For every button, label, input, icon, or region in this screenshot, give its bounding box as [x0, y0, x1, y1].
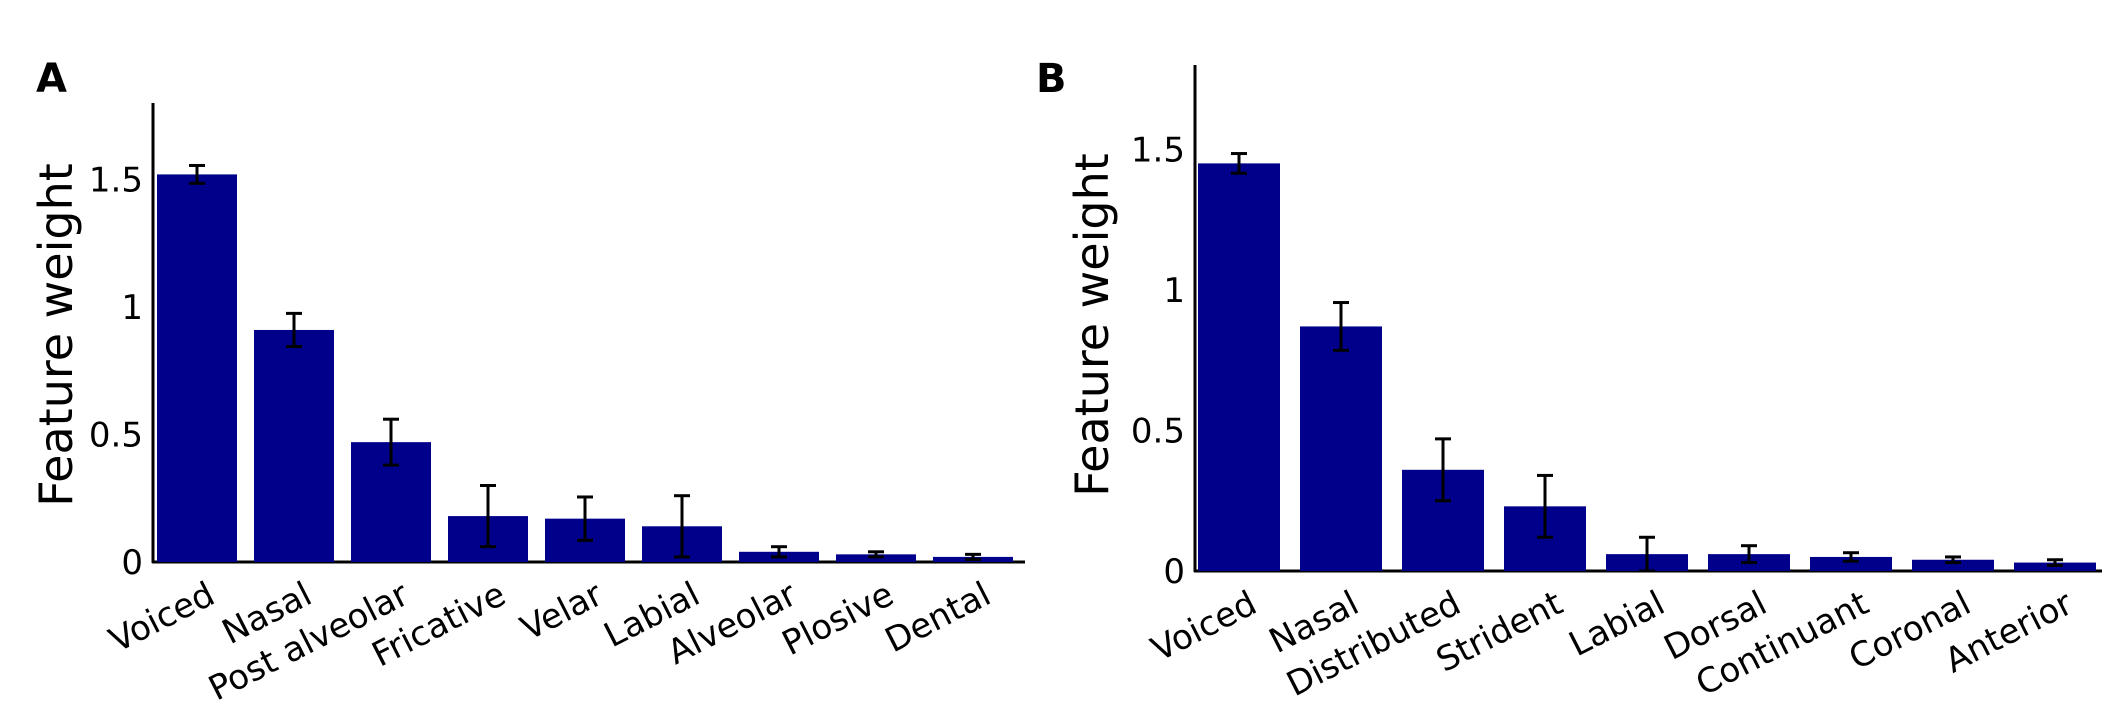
x-tick-label: Labial	[1563, 583, 1671, 665]
error-bar	[868, 550, 884, 559]
error-bar	[383, 417, 399, 467]
error-bar	[1741, 544, 1757, 565]
error-bar	[1435, 437, 1451, 503]
y-tick-label: 0	[1163, 552, 1185, 592]
error-bar	[189, 163, 205, 185]
x-tick-label: Plosive	[776, 574, 900, 664]
y-tick-label: 0.5	[89, 416, 143, 456]
bar	[1198, 163, 1280, 571]
error-bar	[771, 545, 787, 559]
error-bar	[1639, 535, 1655, 573]
error-bar	[674, 494, 690, 559]
y-tick-label: 1.5	[1131, 130, 1185, 170]
error-bar	[286, 311, 302, 349]
error-bar	[1843, 551, 1859, 563]
x-tick-label: Voiced	[103, 574, 221, 661]
y-tick-label: 1	[1163, 271, 1185, 311]
y-tick-label: 1.5	[89, 161, 143, 201]
error-bar	[1333, 301, 1349, 352]
y-tick-label: 0	[121, 543, 143, 583]
x-tick-label: Voiced	[1145, 583, 1263, 670]
x-tick-label: Dental	[879, 574, 997, 661]
bar	[1810, 556, 1892, 571]
panel-label-a: A	[36, 56, 67, 102]
x-tick-label: Velar	[514, 574, 609, 649]
y-tick-label: 1	[121, 288, 143, 328]
bar	[1912, 559, 1994, 571]
bar	[1300, 326, 1382, 571]
y-axis-title-b: Feature weight	[1065, 153, 1119, 497]
error-bar	[480, 484, 496, 549]
bar	[157, 174, 237, 562]
panel-a: A Feature weight 00.511.5VoicedNasalPost…	[29, 56, 1025, 709]
y-tick-label: 0.5	[1131, 411, 1185, 451]
bar	[254, 329, 334, 562]
error-bar	[1231, 152, 1247, 175]
y-axis-title-a: Feature weight	[29, 163, 83, 507]
error-bar	[1945, 555, 1961, 565]
error-bar	[2047, 558, 2063, 567]
error-bar	[1537, 473, 1553, 539]
error-bar	[577, 495, 593, 542]
panel-label-b: B	[1036, 56, 1067, 102]
error-bar	[965, 552, 981, 561]
